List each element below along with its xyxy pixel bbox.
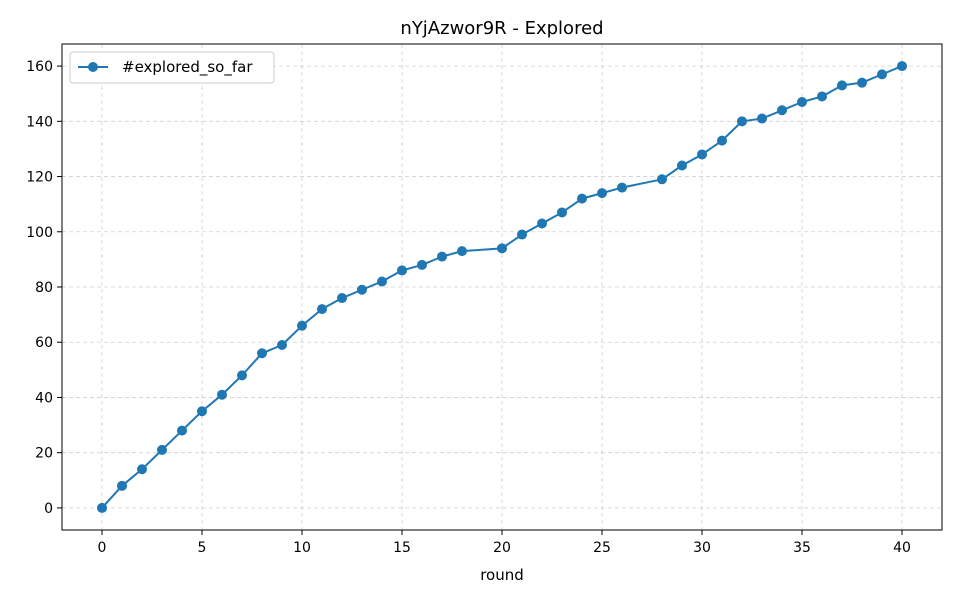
legend: #explored_so_far: [69, 51, 275, 84]
data-point: [137, 464, 147, 475]
axis-ticks: 0 5 10 15 20 25 30 35 40 0 20 40 60 80 100 120 140 160: [26, 59, 911, 556]
data-point: [517, 229, 527, 240]
data-point: [337, 293, 347, 304]
legend-point-marker: [88, 62, 98, 72]
data-point: [257, 348, 267, 359]
data-point: [817, 91, 827, 102]
data-point: [617, 182, 627, 193]
data-point: [197, 406, 207, 417]
x-tick-label: 15: [393, 540, 411, 556]
data-point: [377, 276, 387, 287]
data-point: [397, 265, 407, 276]
data-point: [797, 96, 807, 107]
data-point: [117, 480, 127, 491]
data-point: [217, 389, 227, 400]
x-tick-label: 5: [198, 540, 207, 556]
y-tick-label: 120: [26, 170, 53, 186]
data-point: [877, 69, 887, 80]
data-point: [497, 243, 507, 254]
data-point: [437, 251, 447, 262]
y-tick-label: 160: [26, 59, 53, 75]
data-point: [837, 80, 847, 91]
data-point: [237, 370, 247, 381]
y-tick-label: 20: [35, 446, 53, 462]
x-tick-label: 30: [693, 540, 711, 556]
data-point: [537, 218, 547, 229]
data-point: [277, 339, 287, 350]
y-tick-label: 60: [35, 335, 53, 351]
data-point: [757, 113, 767, 124]
data-point: [317, 304, 327, 315]
x-tick-label: 40: [893, 540, 911, 556]
y-tick-label: 80: [35, 280, 53, 296]
y-tick-label: 0: [44, 501, 53, 517]
series-layer: [97, 61, 907, 513]
x-tick-label: 0: [98, 540, 107, 556]
y-tick-label: 40: [35, 390, 53, 406]
data-point: [777, 105, 787, 116]
data-point: [577, 193, 587, 204]
data-point: [737, 116, 747, 127]
data-point: [897, 61, 907, 72]
y-tick-label: 100: [26, 225, 53, 241]
legend-box: [69, 51, 275, 84]
x-tick-label: 35: [793, 540, 811, 556]
data-point: [697, 149, 707, 160]
data-point: [357, 284, 367, 295]
x-tick-label: 25: [593, 540, 611, 556]
data-point: [457, 246, 467, 257]
data-point: [597, 188, 607, 199]
data-point: [717, 135, 727, 146]
data-point: [297, 320, 307, 331]
legend-label: #explored_so_far: [122, 58, 253, 77]
data-point: [677, 160, 687, 171]
data-point: [857, 77, 867, 88]
x-tick-label: 20: [493, 540, 511, 556]
y-tick-label: 140: [26, 114, 53, 130]
data-point: [177, 425, 187, 436]
x-tick-label: 10: [293, 540, 311, 556]
data-point: [417, 259, 427, 270]
chart-title: nYjAzwor9R - Explored: [400, 18, 603, 39]
data-point: [557, 207, 567, 218]
x-axis-label: round: [480, 566, 524, 584]
data-point: [97, 502, 107, 513]
data-point: [157, 444, 167, 455]
data-point: [657, 174, 667, 185]
